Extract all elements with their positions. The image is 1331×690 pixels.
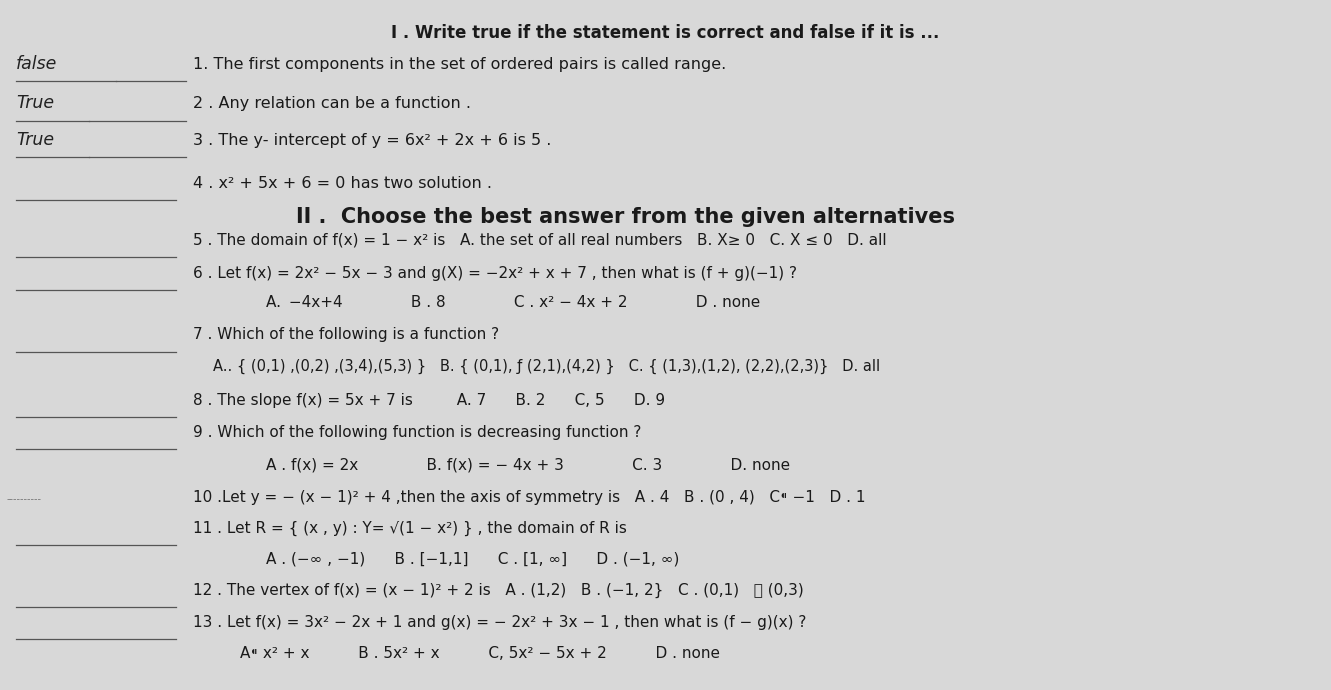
Text: True: True [16,95,55,112]
Text: 2 . Any relation can be a function .: 2 . Any relation can be a function . [193,97,471,111]
Text: A . (−∞ , −1)      B . [−1,1]      C . [1, ∞]      D . (−1, ∞): A . (−∞ , −1) B . [−1,1] C . [1, ∞] D . … [266,552,680,566]
Text: ----------: ---------- [7,493,41,504]
Text: 5 . The domain of f(x) = 1 − x² is   A. the set of all real numbers   B. X≥ 0   : 5 . The domain of f(x) = 1 − x² is A. th… [193,233,886,248]
Text: 3 . The y- intercept of y = 6x² + 2x + 6 is 5 .: 3 . The y- intercept of y = 6x² + 2x + 6… [193,133,551,148]
Text: false: false [16,55,57,73]
Text: 13 . Let f(x) = 3x² − 2x + 1 and g(x) = − 2x² + 3x − 1 , then what is (f − g)(x): 13 . Let f(x) = 3x² − 2x + 1 and g(x) = … [193,615,807,629]
Text: 9 . Which of the following function is decreasing function ?: 9 . Which of the following function is d… [193,425,642,440]
Text: 12 . The vertex of f(x) = (x − 1)² + 2 is   A . (1,2)   B . (−1, 2}   C . (0,1) : 12 . The vertex of f(x) = (x − 1)² + 2 i… [193,583,804,598]
Text: 6 . Let f(x) = 2x² − 5x − 3 and g(X) = −2x² + x + 7 , then what is (f + g)(−1) ?: 6 . Let f(x) = 2x² − 5x − 3 and g(X) = −… [193,266,797,281]
Text: 10 .Let y = − (x − 1)² + 4 ,then the axis of symmetry is   A . 4   B . (0 , 4)  : 10 .Let y = − (x − 1)² + 4 ,then the axi… [193,490,865,504]
Text: 7 . Which of the following is a function ?: 7 . Which of the following is a function… [193,328,499,342]
Text: 11 . Let R = { (x , y) : Y= √(1 − x²) } , the domain of R is: 11 . Let R = { (x , y) : Y= √(1 − x²) } … [193,521,627,536]
Text: A.. { (0,1) ,(0,2) ,(3,4),(5,3) }   B. { (0,1), ƒ (2,1),(4,2) }   C. { (1,3),(1,: A.. { (0,1) ,(0,2) ,(3,4),(5,3) } B. { (… [213,359,880,375]
Text: 1. The first components in the set of ordered pairs is called range.: 1. The first components in the set of or… [193,57,727,72]
Text: A.  −4x+4              B . 8              C . x² − 4x + 2              D . none: A. −4x+4 B . 8 C . x² − 4x + 2 D . none [266,295,760,310]
Text: I . Write true if the statement is correct and false if it is ...: I . Write true if the statement is corre… [391,24,940,42]
Text: True: True [16,131,55,149]
Text: A⁌ x² + x          B . 5x² + x          C, 5x² − 5x + 2          D . none: A⁌ x² + x B . 5x² + x C, 5x² − 5x + 2 D … [240,646,720,660]
Text: A . f(x) = 2x              B. f(x) = − 4x + 3              C. 3              D. : A . f(x) = 2x B. f(x) = − 4x + 3 C. 3 D. [266,457,791,472]
Text: II .  Choose the best answer from the given alternatives: II . Choose the best answer from the giv… [295,207,956,227]
Text: 4 . x² + 5x + 6 = 0 has two solution .: 4 . x² + 5x + 6 = 0 has two solution . [193,176,492,190]
Text: 8 . The slope f(x) = 5x + 7 is         A. 7      B. 2      C, 5      D. 9: 8 . The slope f(x) = 5x + 7 is A. 7 B. 2… [193,393,666,408]
